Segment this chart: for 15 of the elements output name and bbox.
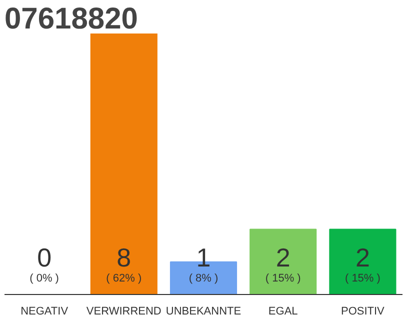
annotation: ( 62% ) bbox=[106, 272, 142, 284]
x-tick-label: VERWIRREND bbox=[86, 306, 162, 318]
x-tick-label: UNBEKANNTE bbox=[166, 306, 242, 318]
chart-title: 07618820 bbox=[4, 2, 138, 36]
annotation: ( 15% ) bbox=[265, 272, 301, 284]
annotation: ( 8% ) bbox=[188, 272, 218, 284]
annotation: ( 15% ) bbox=[344, 272, 380, 284]
data-label: 8 bbox=[116, 242, 132, 272]
annotation: ( 0% ) bbox=[30, 272, 59, 284]
x-tick-label: EGAL bbox=[268, 306, 298, 318]
x-tick-label: NEGATIV bbox=[20, 306, 69, 318]
data-label: 2 bbox=[276, 242, 290, 272]
data-label: 2 bbox=[355, 242, 370, 272]
data-label: 0 bbox=[37, 242, 52, 272]
x-tick-label: POSITIV bbox=[341, 306, 386, 318]
